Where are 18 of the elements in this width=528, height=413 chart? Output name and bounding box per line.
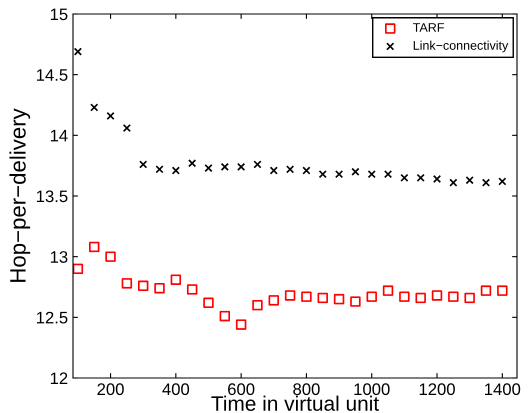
y-axis-title: Hop−per−delivery [9, 108, 30, 282]
y-tick-label: 14 [50, 130, 68, 142]
y-tick-label: 14.5 [36, 69, 68, 81]
y-tick-label: 12.5 [36, 312, 68, 324]
x-tick-label: 400 [162, 383, 190, 396]
y-tick-label: 15 [50, 8, 68, 20]
x-tick-label: 1200 [420, 383, 455, 396]
x-tick-label: 600 [228, 383, 254, 396]
y-tick-label: 13 [50, 251, 68, 263]
x-tick-label: 1000 [354, 383, 390, 396]
x-tick-label: 1400 [485, 383, 520, 396]
x-tick-label: 800 [293, 383, 320, 396]
legend-label: TARF [412, 23, 444, 32]
y-tick-label: 12 [50, 372, 68, 384]
legend-label: Link−connectivity [414, 40, 508, 52]
y-tick-label: 13.5 [36, 190, 68, 202]
x-axis-title: Time in virtual unit [211, 396, 379, 411]
x-tick-label: 200 [97, 383, 124, 396]
